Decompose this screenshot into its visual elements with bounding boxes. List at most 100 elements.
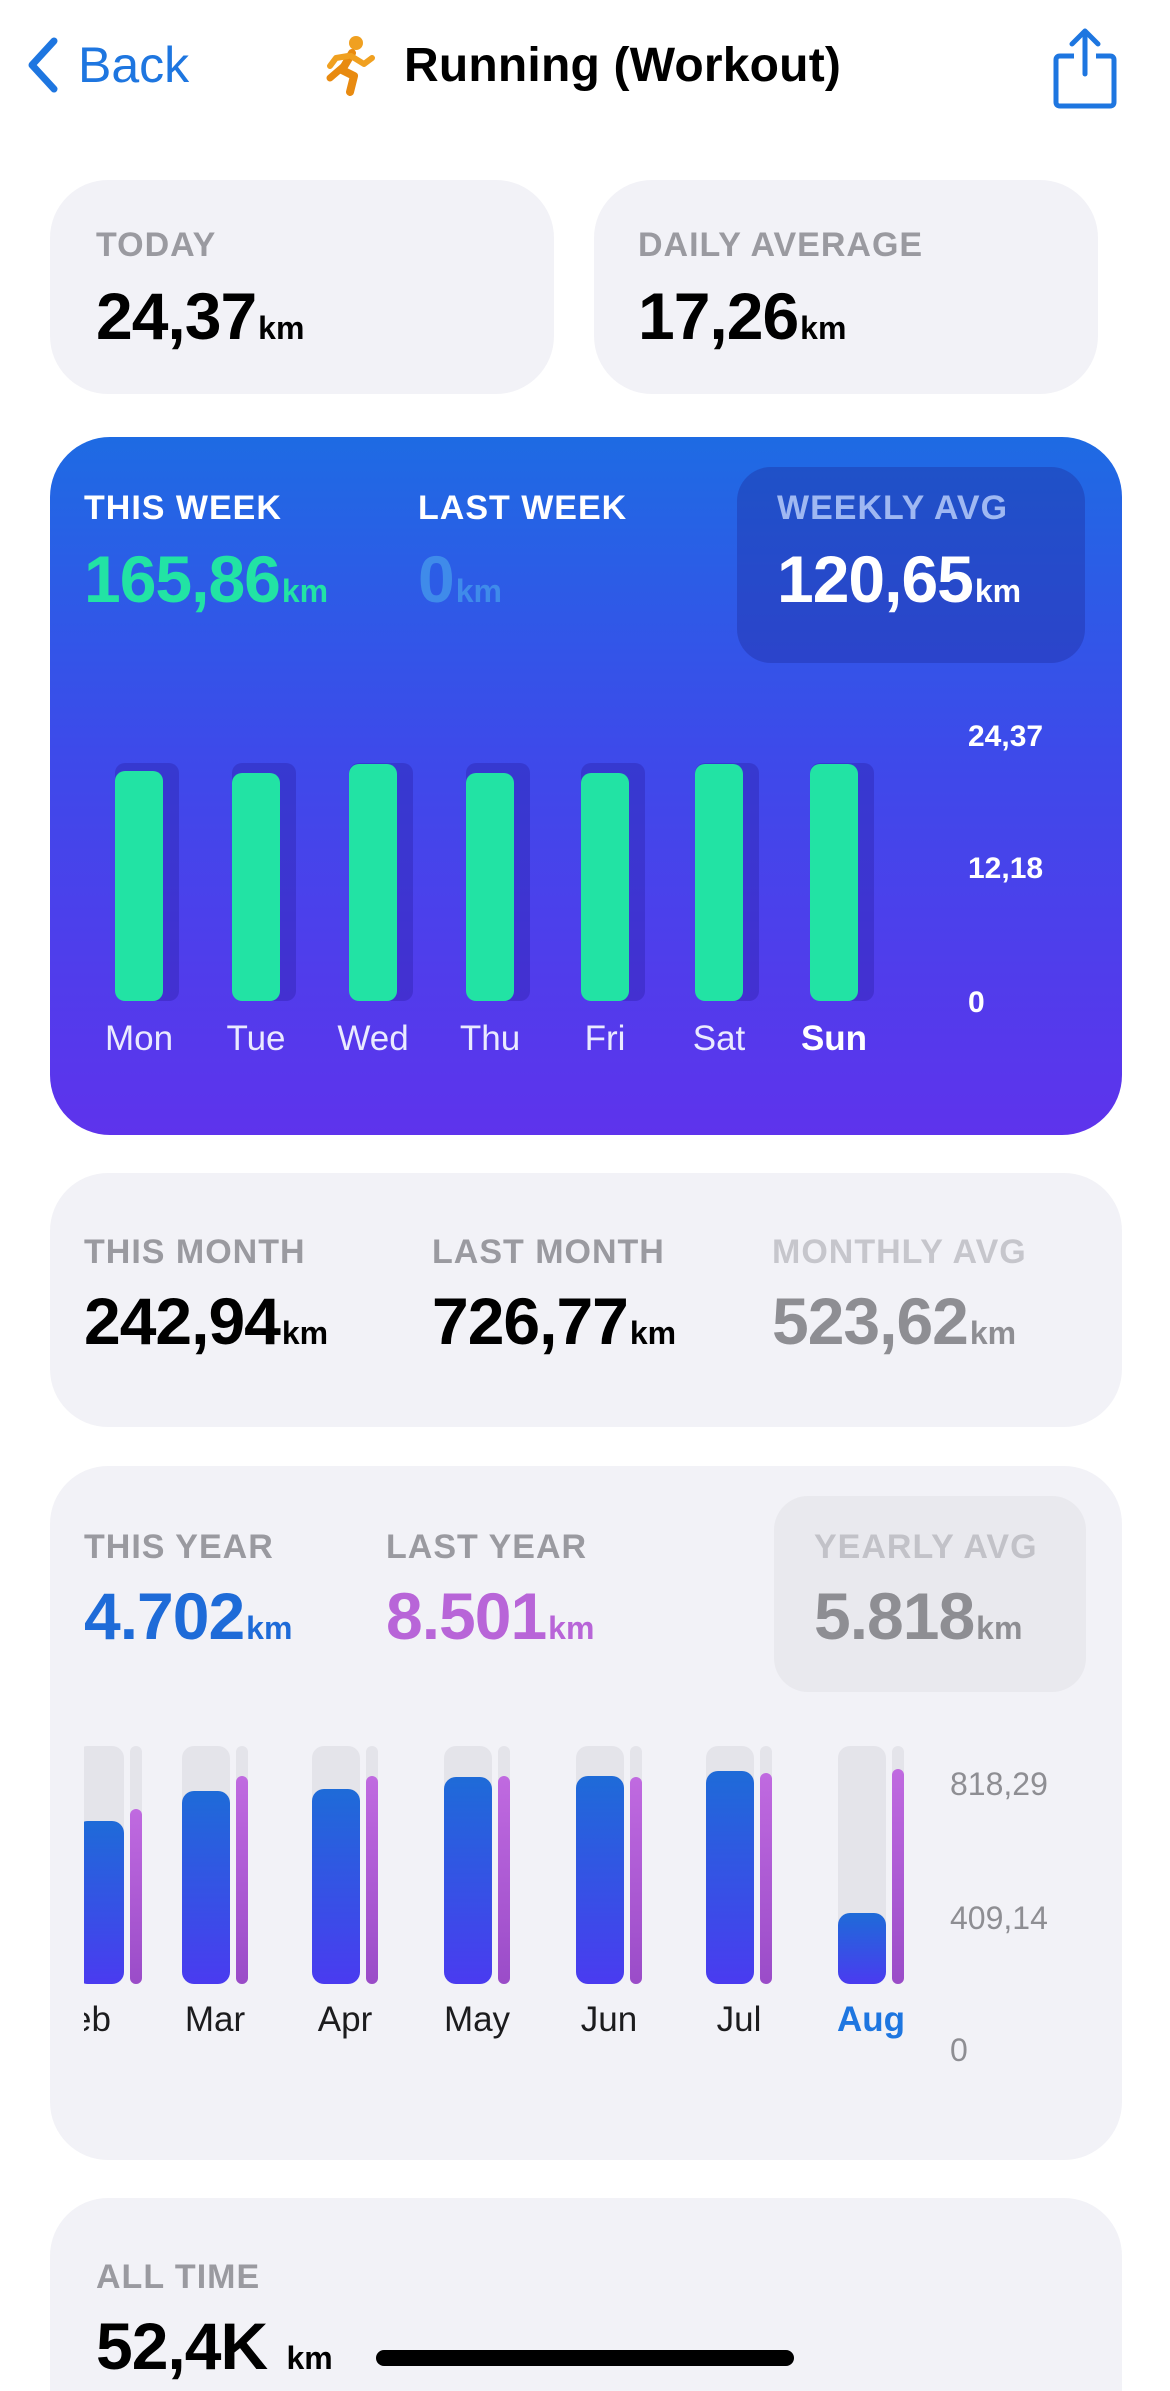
year-bar-last-apr[interactable] xyxy=(366,1776,378,1984)
week-day-label: Wed xyxy=(337,1019,409,1058)
week-bar-sun[interactable] xyxy=(810,764,858,1001)
this-week-number: 165,86 xyxy=(84,542,281,616)
year-axis-mid: 409,14 xyxy=(950,1900,1048,1936)
month-card[interactable]: THIS MONTH 242,94km LAST MONTH 726,77km … xyxy=(50,1173,1122,1427)
week-bar-fri[interactable] xyxy=(581,773,629,1001)
this-week-label: THIS WEEK xyxy=(84,489,282,527)
week-day-label: Sun xyxy=(800,1019,868,1058)
today-number: 24,37 xyxy=(96,279,257,353)
monthly-avg-unit: km xyxy=(969,1315,1017,1351)
week-axis-zero: 0 xyxy=(968,986,985,1019)
last-month-number: 726,77 xyxy=(432,1284,629,1358)
this-year-unit: km xyxy=(246,1610,293,1646)
nav-bar: Back Running (Workout) xyxy=(0,0,1170,140)
year-month-label: Aug xyxy=(836,2000,906,2039)
chevron-left-icon xyxy=(28,37,58,93)
today-value: 24,37km xyxy=(96,278,304,354)
year-bar-this-aug[interactable] xyxy=(838,1913,886,1984)
year-month-label: Mar xyxy=(184,2000,246,2039)
week-bar-sat[interactable] xyxy=(695,764,743,1001)
all-time-value: 52,4K km xyxy=(96,2308,333,2384)
today-label: TODAY xyxy=(96,226,217,264)
week-card[interactable]: THIS WEEK 165,86km LAST WEEK 0km WEEKLY … xyxy=(50,437,1122,1135)
this-week-value: 165,86km xyxy=(84,541,328,617)
home-indicator[interactable] xyxy=(376,2350,794,2366)
week-day-label: Fri xyxy=(584,1019,626,1058)
back-button[interactable]: Back xyxy=(24,30,189,100)
last-month-label: LAST MONTH xyxy=(432,1233,665,1271)
week-day-label: Tue xyxy=(226,1019,286,1058)
yearly-avg-unit: km xyxy=(976,1610,1023,1646)
weekly-avg-number: 120,65 xyxy=(777,542,974,616)
monthly-avg-number: 523,62 xyxy=(772,1284,969,1358)
last-year-label: LAST YEAR xyxy=(386,1528,588,1566)
week-bar-chart: Mon Tue Wed Thu Fri Sat Sun xyxy=(50,437,1122,1135)
year-axis-zero: 0 xyxy=(950,2032,968,2068)
year-bar-last-jul[interactable] xyxy=(760,1773,772,1984)
all-time-unit: km xyxy=(286,2340,333,2376)
today-unit: km xyxy=(258,310,305,346)
year-bar-this-apr[interactable] xyxy=(312,1789,360,1984)
year-card[interactable]: THIS YEAR 4.702km LAST YEAR 8.501km YEAR… xyxy=(50,1466,1122,2160)
daily-average-number: 17,26 xyxy=(638,279,799,353)
last-year-unit: km xyxy=(548,1610,595,1646)
today-card[interactable]: TODAY 24,37km xyxy=(50,180,554,394)
year-month-label: May xyxy=(443,2000,511,2039)
this-month-number: 242,94 xyxy=(84,1284,281,1358)
last-year-value: 8.501km xyxy=(386,1578,594,1654)
year-bar-last-jun[interactable] xyxy=(630,1777,642,1984)
this-month-label: THIS MONTH xyxy=(84,1233,306,1271)
year-bar-this-may[interactable] xyxy=(444,1777,492,1984)
year-month-label: Jul xyxy=(716,2000,762,2039)
last-month-value: 726,77km xyxy=(432,1283,676,1359)
week-day-label: Sat xyxy=(692,1019,746,1058)
year-bar-this-jun[interactable] xyxy=(576,1776,624,1984)
week-axis-mid: 12,18 xyxy=(968,852,1044,885)
monthly-avg-value: 523,62km xyxy=(772,1283,1016,1359)
daily-average-unit: km xyxy=(800,310,847,346)
week-bar-mon[interactable] xyxy=(115,771,163,1001)
week-day-label: Thu xyxy=(459,1019,521,1058)
year-bar-this-eb[interactable] xyxy=(84,1821,124,1984)
yearly-avg-value: 5.818km xyxy=(814,1578,1022,1654)
year-bar-this-jul[interactable] xyxy=(706,1771,754,1984)
daily-average-value: 17,26km xyxy=(638,278,846,354)
year-bar-chart: eb Mar Apr May Jun Jul Aug xyxy=(84,1466,964,2160)
yearly-avg-label: YEARLY AVG xyxy=(814,1528,1038,1566)
week-bar-thu[interactable] xyxy=(466,773,514,1001)
last-week-unit: km xyxy=(455,573,502,609)
daily-average-label: DAILY AVERAGE xyxy=(638,226,924,264)
weekly-avg-unit: km xyxy=(974,573,1022,609)
daily-average-card[interactable]: DAILY AVERAGE 17,26km xyxy=(594,180,1098,394)
last-year-number: 8.501 xyxy=(386,1579,547,1653)
last-week-value: 0km xyxy=(418,541,502,617)
this-month-value: 242,94km xyxy=(84,1283,328,1359)
share-icon[interactable] xyxy=(1052,26,1118,110)
all-time-number: 52,4K xyxy=(96,2309,268,2383)
page-title: Running (Workout) xyxy=(404,38,842,92)
last-week-label: LAST WEEK xyxy=(418,489,628,527)
title-group: Running (Workout) xyxy=(318,30,841,100)
week-bar-wed[interactable] xyxy=(349,764,397,1001)
year-bar-last-aug[interactable] xyxy=(892,1769,904,1984)
weekly-avg-box: WEEKLY AVG 120,65km xyxy=(737,467,1085,663)
this-year-value: 4.702km xyxy=(84,1578,292,1654)
year-bar-last-may[interactable] xyxy=(498,1776,510,1984)
weekly-avg-label: WEEKLY AVG xyxy=(777,489,1009,527)
year-month-label: Jun xyxy=(580,2000,638,2039)
week-bar-tue[interactable] xyxy=(232,773,280,1001)
all-time-label: ALL TIME xyxy=(96,2258,261,2296)
this-year-label: THIS YEAR xyxy=(84,1528,274,1566)
weekly-avg-value: 120,65km xyxy=(777,541,1021,617)
week-axis-max: 24,37 xyxy=(968,720,1044,753)
yearly-avg-box: YEARLY AVG 5.818km xyxy=(774,1496,1086,1692)
last-month-unit: km xyxy=(629,1315,677,1351)
this-year-number: 4.702 xyxy=(84,1579,245,1653)
monthly-avg-label: MONTHLY AVG xyxy=(772,1233,1027,1271)
year-bar-last-mar[interactable] xyxy=(236,1776,248,1984)
this-week-unit: km xyxy=(281,573,329,609)
year-bar-last-eb[interactable] xyxy=(130,1809,142,1984)
back-label: Back xyxy=(78,37,190,93)
year-bar-this-mar[interactable] xyxy=(182,1791,230,1984)
